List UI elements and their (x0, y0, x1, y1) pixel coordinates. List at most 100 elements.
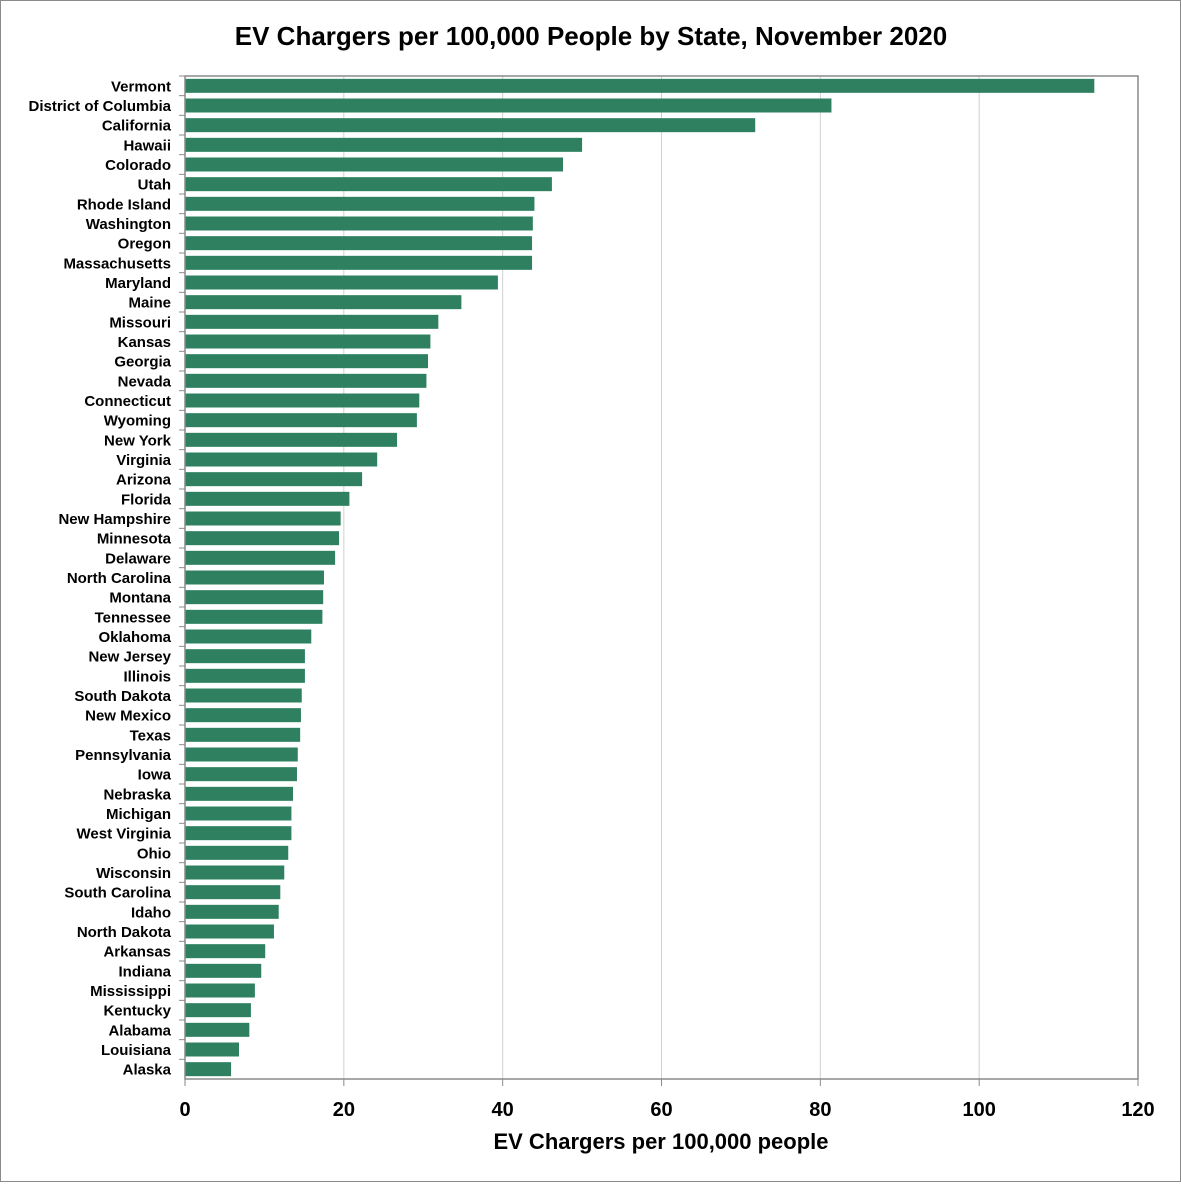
bar (185, 708, 301, 723)
category-label: Minnesota (97, 531, 172, 548)
category-label: Vermont (111, 78, 171, 95)
bar (185, 177, 552, 192)
category-label: North Carolina (67, 570, 172, 587)
bar (185, 531, 340, 546)
bar (185, 609, 323, 624)
category-label: Pennsylvania (75, 747, 172, 764)
x-tick-label: 100 (962, 1099, 995, 1121)
bar (185, 983, 255, 998)
category-label: Virginia (116, 452, 171, 469)
bar (185, 236, 533, 251)
category-label: Nebraska (103, 786, 171, 803)
bar (185, 865, 285, 880)
category-label: Michigan (106, 806, 171, 823)
category-label: New York (104, 432, 172, 449)
x-tick-label: 20 (333, 1099, 355, 1121)
category-label: Kentucky (103, 1003, 171, 1020)
bar (185, 550, 336, 565)
category-label: New Hampshire (58, 511, 171, 528)
category-label: South Carolina (64, 885, 171, 902)
x-tick-label: 40 (492, 1099, 514, 1121)
category-label: New Mexico (85, 708, 171, 725)
bar (185, 904, 279, 919)
bar (185, 727, 301, 742)
category-label: Arkansas (103, 944, 171, 961)
bar (185, 452, 378, 467)
bar (185, 1003, 251, 1018)
x-tick-labels: 0 20 40 60 80 100 120 (179, 1079, 1155, 1121)
bar (185, 157, 564, 172)
bar (185, 649, 305, 664)
bar (185, 354, 429, 369)
bar (185, 688, 302, 703)
category-label: Arizona (116, 472, 172, 489)
bar (185, 491, 350, 506)
x-tick-label: 80 (809, 1099, 831, 1121)
category-label: Nevada (118, 373, 172, 390)
plot-border (184, 75, 1139, 1080)
category-label: Florida (121, 491, 172, 508)
category-label: South Dakota (74, 688, 171, 705)
category-label: Delaware (105, 550, 171, 567)
bar (185, 963, 262, 978)
bar (185, 845, 289, 860)
bar (185, 216, 533, 231)
category-label: District of Columbia (28, 98, 171, 115)
bar (185, 767, 297, 782)
category-label: Missouri (109, 314, 171, 331)
category-label: Iowa (138, 767, 172, 784)
category-label: Hawaii (123, 137, 171, 154)
bar (185, 668, 305, 683)
bar (185, 924, 274, 939)
bar (185, 413, 417, 428)
category-label: Kansas (118, 334, 171, 351)
bar (185, 98, 832, 113)
bar (185, 255, 533, 270)
bar (185, 393, 420, 408)
category-label: Oklahoma (98, 629, 171, 646)
bars (185, 78, 1095, 1077)
category-label: Wisconsin (96, 865, 171, 882)
category-label: Idaho (131, 904, 171, 921)
bar (185, 432, 398, 447)
bar (185, 786, 294, 801)
bar (185, 511, 341, 526)
category-label: Indiana (118, 963, 171, 980)
category-label: Maryland (105, 275, 171, 292)
x-axis-label: EV Chargers per 100,000 people (493, 1129, 828, 1154)
category-label: Oregon (118, 236, 171, 253)
bar (185, 590, 324, 605)
category-label: Louisiana (101, 1042, 172, 1059)
bar (185, 629, 312, 644)
x-tick-label: 120 (1121, 1099, 1154, 1121)
bar (185, 78, 1095, 93)
bar (185, 137, 583, 152)
category-label: Alaska (123, 1062, 172, 1079)
category-labels: Vermont District of Columbia California Haw… (28, 75, 185, 1079)
chart-title: EV Chargers per 100,000 People by State,… (235, 21, 947, 51)
bar (185, 826, 292, 841)
category-label: Texas (130, 727, 171, 744)
bar (185, 118, 756, 133)
bar (185, 314, 439, 329)
bar (185, 1022, 250, 1037)
category-label: Georgia (114, 354, 171, 371)
bar (185, 472, 363, 487)
category-label: Washington (86, 216, 171, 233)
category-label: Ohio (137, 845, 171, 862)
category-label: Tennessee (95, 609, 171, 626)
category-label: West Virginia (77, 826, 172, 843)
bar (185, 334, 431, 349)
bar (185, 1042, 240, 1057)
bar (185, 747, 298, 762)
x-tick-label: 0 (179, 1099, 190, 1121)
category-label: California (102, 118, 172, 135)
category-label: Alabama (108, 1022, 171, 1039)
category-label: Massachusetts (63, 255, 171, 272)
bar (185, 373, 427, 388)
bar (185, 275, 498, 290)
bar (185, 295, 462, 310)
category-label: Colorado (105, 157, 171, 174)
